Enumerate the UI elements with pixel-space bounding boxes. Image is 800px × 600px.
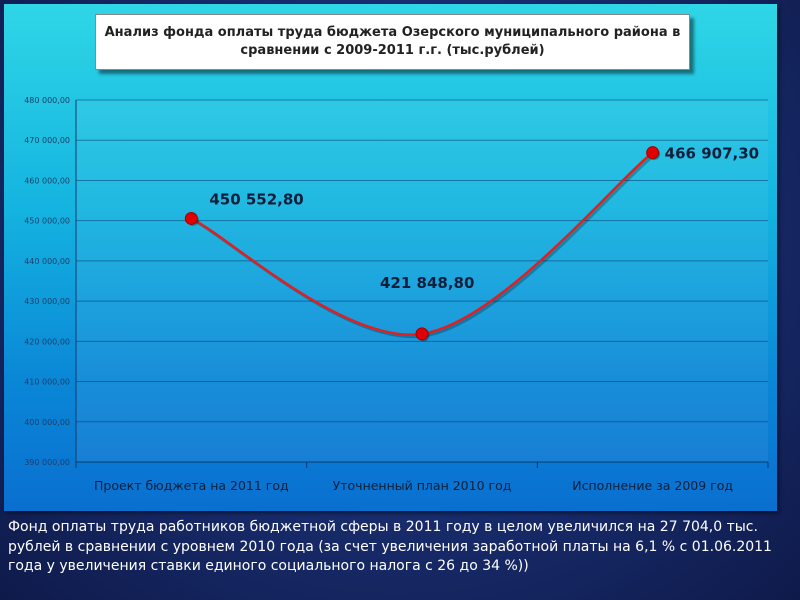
data-label: 450 552,80 (209, 190, 303, 208)
y-tick-label: 450 000,00 (24, 217, 70, 226)
x-tick-label: Уточненный план 2010 год (333, 478, 512, 493)
y-tick-label: 480 000,00 (24, 96, 70, 105)
x-tick-label: Исполнение за 2009 год (572, 478, 733, 493)
y-tick-label: 430 000,00 (24, 297, 70, 306)
y-tick-label: 470 000,00 (24, 136, 70, 145)
y-tick-label: 440 000,00 (24, 257, 70, 266)
chart-title-box: Анализ фонда оплаты труда бюджета Озерск… (95, 14, 690, 70)
x-tick-label: Проект бюджета на 2011 год (94, 478, 289, 493)
y-tick-label: 400 000,00 (24, 418, 70, 427)
y-tick-label: 410 000,00 (24, 378, 70, 387)
data-point (646, 146, 660, 160)
y-tick-label: 390 000,00 (24, 458, 70, 467)
plot-area (76, 100, 768, 462)
data-point (184, 211, 198, 225)
data-label: 466 907,30 (665, 145, 759, 163)
chart-title: Анализ фонда оплаты труда бюджета Озерск… (104, 25, 681, 58)
y-tick-label: 460 000,00 (24, 176, 70, 185)
chart-frame (4, 4, 777, 511)
caption-text: Фонд оплаты труда работников бюджетной с… (8, 519, 772, 574)
data-label: 421 848,80 (380, 274, 474, 292)
y-tick-label: 420 000,00 (24, 337, 70, 346)
data-point (415, 327, 429, 341)
